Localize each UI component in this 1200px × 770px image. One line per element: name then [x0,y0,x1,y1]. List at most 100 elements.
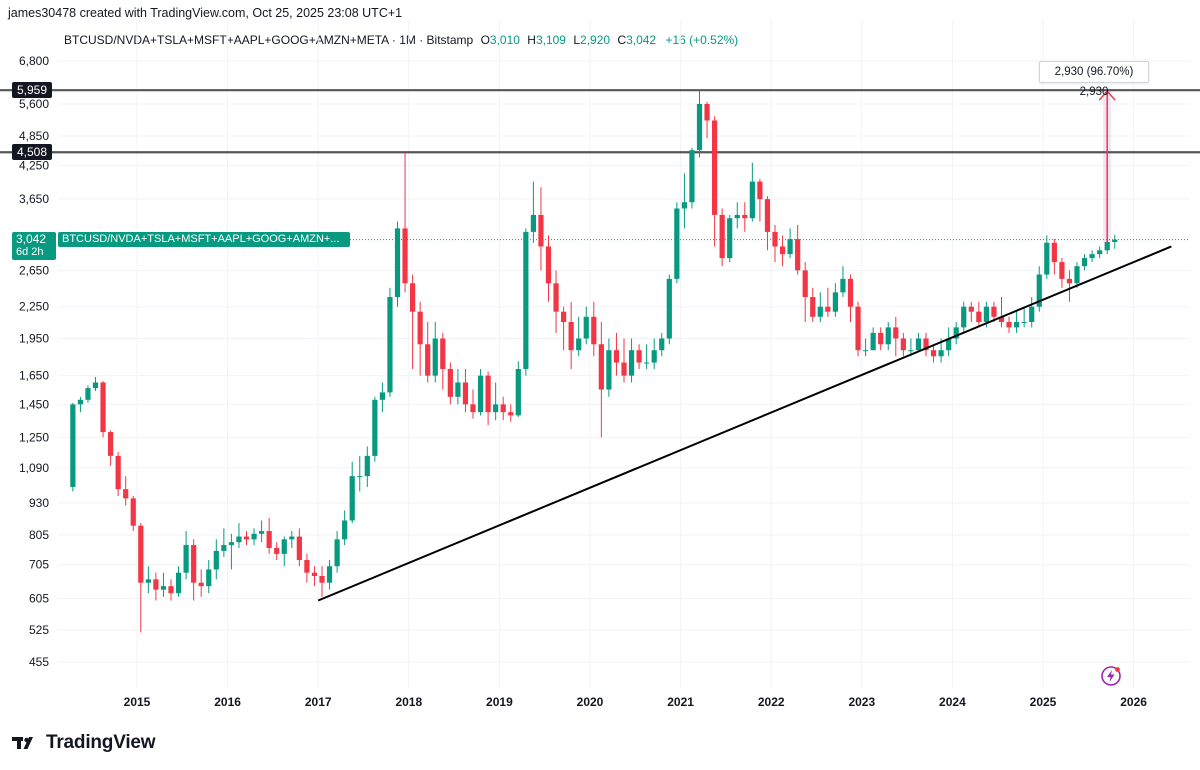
candle-body [1014,322,1020,328]
candle [636,344,642,370]
candle-body [719,214,725,259]
candle-body [779,246,786,255]
candle [742,202,748,232]
candle [576,316,582,357]
candle [598,322,604,438]
candle-body [742,214,748,219]
candle-body [304,559,310,573]
candle [998,297,1005,328]
candle [900,332,906,357]
candle-body [983,306,989,323]
candle-body [651,350,657,363]
x-tick-label: 2026 [1120,695,1147,709]
candle [455,369,461,405]
candle [357,455,363,492]
candle-body [915,338,922,351]
candle-body [832,292,838,312]
candle-body [259,531,265,534]
candle [908,338,914,357]
candle [893,316,899,357]
candle-body [410,283,416,312]
credit-text: james30478 created with TradingView.com,… [8,6,403,20]
y-tick-label: 6,800 [19,54,49,68]
high-label: H [527,33,536,47]
candle [175,566,182,597]
candle [213,539,219,580]
candle [1006,316,1012,333]
candle-body [364,455,370,477]
candle-body [696,104,703,151]
candle-body [757,181,763,200]
level-tag-mid: 4,508 [12,144,53,160]
candle-body [85,388,91,400]
candle [946,327,952,357]
candle-body [953,327,959,339]
candle [787,228,793,259]
candle-body [108,432,114,456]
candle-body [749,181,755,219]
candle [92,376,99,391]
candle [138,523,144,633]
candle [545,235,552,302]
candle [432,322,438,383]
candle [198,569,204,597]
current-price-value: 3,042 [16,232,47,246]
candle-body [1044,242,1050,275]
candle [425,322,431,383]
candle-body [1097,250,1103,255]
candle-body [470,404,476,413]
candle [77,396,83,413]
candle-body [462,382,469,405]
candle [372,396,378,462]
candle-body [712,120,718,215]
candle [1029,297,1035,328]
candle-body [1021,322,1027,324]
candle [810,287,816,323]
grid-lines [58,20,1190,688]
y-tick-label: 605 [29,592,49,606]
candle [779,235,786,267]
candle [840,266,846,298]
candle-body [681,202,687,209]
candle [727,214,733,263]
candle [825,287,831,317]
candle [712,116,718,247]
candle [364,446,370,487]
lightning-icon[interactable] [1100,665,1122,687]
candle [689,147,695,209]
candle-body [160,586,167,590]
brand-name: TradingView [46,732,156,753]
candles [70,90,1118,633]
candle [266,517,272,554]
candle-body [1104,242,1110,251]
candle [394,221,401,307]
candle [538,187,544,271]
candle [1074,262,1080,288]
candle [319,566,325,597]
candle-body [998,316,1005,323]
candle [326,559,333,590]
candle-body [644,362,650,364]
candle-body [930,350,937,357]
candle [296,528,302,567]
candle [870,327,876,351]
candle-body [1081,258,1088,267]
x-tick-label: 2022 [758,695,785,709]
candle-body [274,547,280,554]
candle-body [130,498,136,526]
candle-body [1051,242,1057,263]
candle-body [840,278,846,293]
candle-body [123,489,129,499]
candle-body [802,270,808,298]
x-tick-label: 2019 [486,695,513,709]
tradingview-logo-icon [12,737,33,749]
candle [968,301,974,323]
candle [991,301,997,323]
candle-body [334,539,340,567]
candle [115,452,121,497]
candle [1112,234,1118,249]
candle-body [92,382,99,389]
candle [591,301,597,357]
candle [561,306,567,351]
